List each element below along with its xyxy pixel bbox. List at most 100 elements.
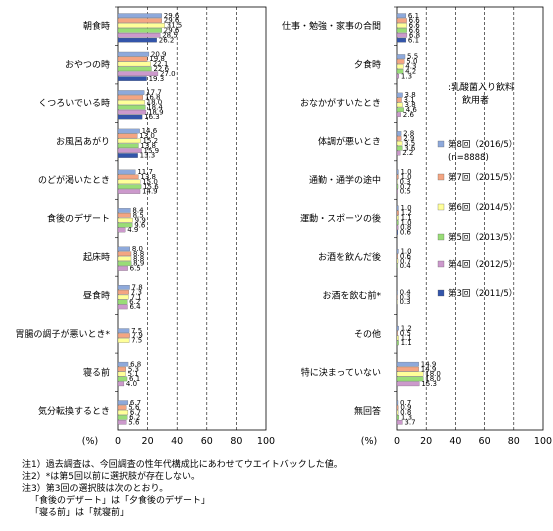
bar [117,227,126,233]
bar [117,410,129,415]
x-tick-label: 0 [115,436,121,447]
legend-swatch [437,233,445,241]
data-label: 13.3 [140,152,156,160]
bar [396,340,399,346]
bar [117,251,132,257]
bar [396,112,401,117]
bar [117,361,129,367]
legend-entry-sub: (n=8888) [448,153,489,163]
legend-swatch [437,140,445,148]
bar [117,18,162,23]
category-label: 胃腸の調子が悪いとき* [15,328,110,340]
bar [117,338,130,343]
bar [396,18,407,23]
bar [396,215,399,221]
data-label: 9.6 [134,221,146,229]
data-label: 8.4 [132,207,144,215]
bar [117,294,129,300]
data-label: 5.3 [128,365,139,373]
bar [117,76,147,81]
data-label: 6.7 [130,409,141,417]
bar [117,153,138,158]
x-tick-label: 20 [142,436,154,447]
data-label: 6.1 [408,12,419,20]
data-label: 9.9 [135,216,146,224]
bar [117,405,127,410]
data-label: 26.2 [159,36,175,44]
data-label: 15.2 [142,137,158,145]
bar [117,208,131,213]
category-label: その他 [354,328,381,340]
bar [396,400,399,405]
category-label: お風呂あがり [56,136,110,148]
bar [396,28,407,33]
data-label: 8.5 [133,211,144,219]
category-label: 朝食時 [83,20,110,32]
category-label: おなかがすいたとき [300,97,381,109]
bar [117,328,130,333]
x-tick-label: 60 [479,436,491,447]
legend-entry: 第5回（2013/5） [448,232,517,243]
data-label: 18.0 [425,370,441,378]
bar [117,95,143,100]
data-label: 7.5 [131,327,142,335]
data-label: 19.8 [149,55,165,63]
x-tick-label: 100 [534,436,552,447]
data-label: 29.6 [164,12,180,20]
bar [117,105,146,110]
bar [396,253,399,259]
data-label: 2.2 [402,149,413,157]
category-label: 食後のデザート [47,213,110,225]
category-label: 気分転換するとき [38,405,110,417]
bar [396,381,420,387]
bar [396,13,407,18]
data-label: 7.8 [132,283,143,291]
bar [396,169,399,175]
category-label: のどが渇いたとき [38,174,110,186]
bar [396,289,398,295]
data-label: 6.4 [129,303,141,311]
legend-entry: 第8回（2016/5） [448,139,517,150]
data-label: 6.5 [130,265,141,273]
note-2: 注2）*は第5回以前に選択肢が存在しない。 [22,472,200,482]
bar [396,220,399,225]
bar [117,415,128,420]
data-label: 4.2 [405,67,416,75]
bar [396,37,407,43]
bar [117,179,141,185]
data-label: 17.7 [146,89,162,97]
bar [396,73,400,79]
bar [117,222,133,228]
legend-swatch [437,173,445,181]
data-label: 7.9 [132,332,143,340]
bar [117,28,162,33]
x-tick-label: 80 [508,436,520,447]
bar [396,136,402,141]
x-tick-label: 20 [420,436,432,447]
data-label: 1.1 [401,334,412,342]
data-label: 1.0 [400,173,411,181]
data-label: 13.0 [139,132,155,140]
bar [396,230,399,235]
data-label: 19.3 [149,75,165,83]
data-label: 0.3 [399,293,410,301]
data-label: 18.0 [425,375,441,383]
bar [396,419,403,425]
category-label: 無回答 [354,405,381,417]
bar [396,225,399,230]
data-label: 1.3 [401,414,412,422]
bar [396,210,399,216]
data-label: 0.8 [400,224,411,232]
bar [117,90,145,95]
bar [117,184,142,189]
bar [396,361,419,367]
bar [117,143,139,149]
data-label: 3.6 [404,144,416,152]
legend-entry: 第7回（2015/5） [448,172,517,183]
x-tick-label: 0 [394,436,400,447]
bar [396,54,406,59]
bar [117,213,131,218]
data-label: 28.5 [162,31,178,39]
data-label: 18.0 [147,99,163,107]
